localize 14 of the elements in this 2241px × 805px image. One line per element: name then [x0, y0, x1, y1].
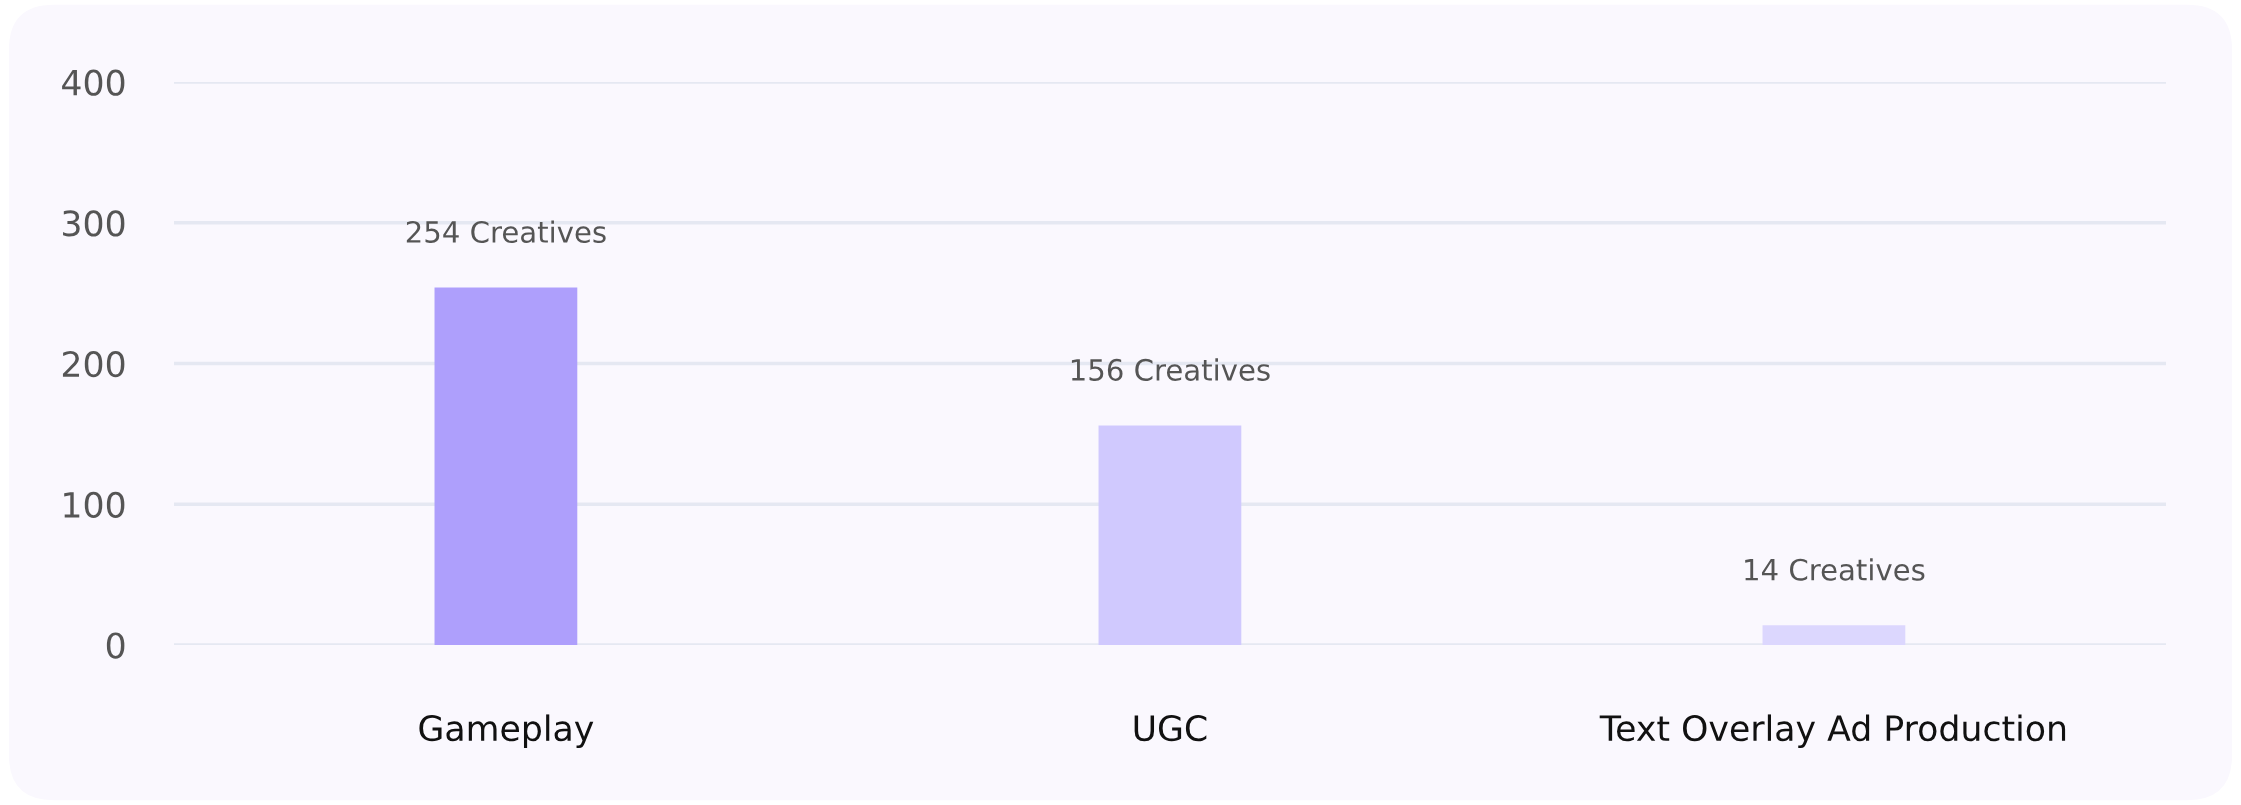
x-tick-label: Gameplay: [419, 714, 594, 749]
y-tick-label: 200: [62, 350, 125, 378]
data-label: 254 Creatives: [406, 220, 606, 244]
bar: [1762, 625, 1906, 645]
data-label: 156 Creatives: [1071, 358, 1270, 381]
x-tick-label: UGC: [1134, 715, 1207, 742]
y-tick-label: 400: [62, 69, 125, 96]
y-tick-label: 300: [63, 210, 125, 237]
bar: [1098, 425, 1242, 645]
data-label: 14 Creatives: [1745, 558, 1925, 581]
y-tick-label: 0: [106, 632, 125, 659]
y-tick-label: 100: [64, 491, 125, 518]
bar: [434, 287, 578, 645]
x-tick-label: Text Overlay Ad Production: [1599, 714, 2066, 749]
